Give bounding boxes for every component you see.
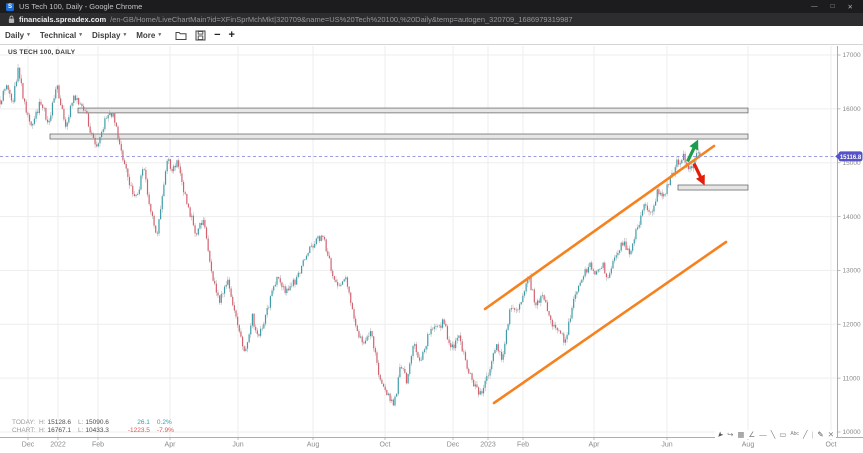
x-axis-label: 2023 [480,442,496,449]
ohlc-legend: TODAY: H: 15128.6 L: 15090.6 26.1 0.2% CHA… [12,419,174,435]
price-zones[interactable] [49,107,749,191]
y-axis-label: 11000 [843,375,861,382]
y-axis-label: 12000 [843,321,861,328]
minimize-button[interactable]: — [811,3,818,10]
menu-technical[interactable]: Technical ▾ [39,30,82,40]
y-axis-label: 15000 [843,160,861,167]
address-bar[interactable]: financials.spreadex.com/en-GB/Home/LiveC… [0,13,863,26]
menu-more[interactable]: More ▾ [136,30,162,40]
chevron-down-icon: ▾ [27,32,30,38]
axes-tool[interactable]: ∠ [748,429,756,439]
url-path: /en-GB/Home/LiveChartMain?id=XFinSprMchM… [110,15,573,24]
pointer-tool[interactable]: ➤ [714,429,726,440]
channel-line[interactable] [483,144,716,311]
x-axis-label: Aug [307,442,320,449]
save-chart-icon[interactable] [195,30,206,41]
bearish-arrow[interactable] [692,162,705,186]
x-axis-label: Jun [232,442,243,449]
close-toolbar-icon[interactable]: ✕ [827,429,834,439]
instrument-label: US TECH 100, DAILY [8,49,76,56]
chart-change: -1223.5 [127,427,150,434]
x-axis-label: Oct [380,442,391,449]
legend-row-chart: CHART: H: 16767.1 L: 10433.3 -1223.5 -7.9% [12,427,174,434]
y-axis-label: 10000 [843,429,861,436]
x-axis-label: Feb [517,442,529,449]
x-axis-label: Oct [826,442,837,449]
menu-display[interactable]: Display ▾ [91,30,127,40]
close-button[interactable]: ✕ [847,3,853,11]
trend-channel[interactable] [483,144,728,405]
x-axis-label: Dec [447,442,460,449]
y-axis-label: 16000 [843,106,861,113]
maximize-button[interactable]: □ [830,3,835,10]
svg-text:15116.8: 15116.8 [840,155,862,161]
x-axis-label: Jun [661,442,672,449]
text-tool[interactable]: Abc [790,430,799,437]
chart-change-pct: -7.9% [156,427,174,434]
legend-row-today: TODAY: H: 15128.6 L: 15090.6 26.1 0.2% [12,419,172,426]
zoom-in-icon[interactable]: + [228,28,235,41]
x-axis-label: Apr [165,442,177,449]
x-axis-label: Aug [742,442,755,449]
x-axis-label: 2022 [50,442,66,449]
chevron-down-icon: ▾ [79,32,82,38]
window-titlebar: S US Tech 100, Daily - Google Chrome — □… [0,0,863,13]
channel-line[interactable] [492,240,728,405]
toolbar-divider: | [811,429,814,439]
chevron-down-icon: ▾ [123,32,127,38]
pencil-tool[interactable]: ✎ [817,429,824,439]
trendline-tool[interactable]: ╲ [770,429,776,439]
candlesticks [0,63,701,407]
menu-timeframe[interactable]: Daily ▾ [5,30,30,40]
grid-tool[interactable]: ▦ [737,429,745,439]
y-axis-label: 14000 [843,214,861,221]
chart-toolbar: Daily ▾ Technical ▾ Display ▾ More ▾ − + [0,26,863,45]
open-folder-icon[interactable] [175,30,187,41]
x-axis-label: Apr [589,442,601,449]
bullish-arrow[interactable] [686,139,699,163]
today-change: 26.1 [137,419,150,426]
y-axis-label: 13000 [843,268,861,275]
x-axis-label: Feb [92,442,104,449]
site-favicon: S [6,2,14,11]
chevron-down-icon: ▾ [158,32,162,38]
zone-rect[interactable] [677,184,749,191]
url-domain: financials.spreadex.com [19,15,107,24]
zone-rect[interactable] [49,133,749,140]
zone-rect[interactable] [77,107,749,114]
diagonal-line-tool[interactable]: ╱ [802,429,808,439]
zoom-out-icon[interactable]: − [214,28,221,41]
lock-icon [8,15,15,23]
today-change-pct: 0.2% [156,419,172,426]
horizontal-line-tool[interactable]: — [759,429,767,439]
x-axis-label: Dec [22,442,35,449]
axes: 17000 16000 15000 14000 13000 12000 11000 10000… [0,46,863,449]
current-price-badge: 15116.8 [835,151,863,162]
curved-arrow-tool[interactable]: ↪ [727,429,734,439]
rectangle-tool[interactable]: ▭ [779,429,787,439]
window-title: US Tech 100, Daily - Google Chrome [19,2,143,11]
y-axis-label: 17000 [843,52,861,59]
drawing-toolbar: ➤ ↪ ▦ ∠ — ╲ ▭ Abc ╱ | ✎ ✕ [714,429,836,440]
gridlines [0,46,837,437]
